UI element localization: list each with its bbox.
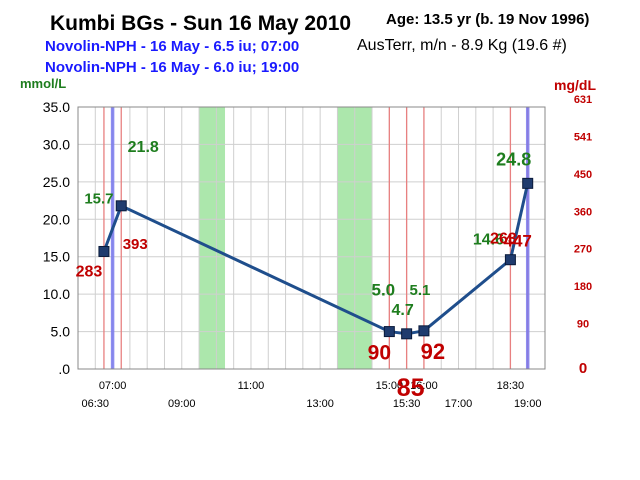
x-tick-label: 15:30 bbox=[393, 398, 421, 410]
x-tick-label: 06:30 bbox=[82, 398, 110, 410]
mmol-label: 21.8 bbox=[128, 139, 159, 156]
y-tick-label-right: 180 bbox=[574, 281, 592, 293]
mgdl-label: 85 bbox=[397, 374, 425, 402]
y-tick-label: .0 bbox=[58, 361, 70, 377]
data-point bbox=[115, 200, 127, 212]
data-labels: 15.7 21.8 5.0 4.7 5.1 14.6 24.8 283 393 90 85 92 263… bbox=[76, 139, 532, 402]
y-tick-label: 10.0 bbox=[43, 286, 70, 302]
y-tick-label-right: 0 bbox=[579, 360, 587, 377]
plot-frame bbox=[77, 106, 546, 370]
right-axis-unit: mg/dL bbox=[554, 77, 596, 93]
x-tick-label: 11:00 bbox=[238, 380, 265, 392]
axes bbox=[77, 106, 546, 370]
x-tick-label: 09:00 bbox=[168, 398, 196, 410]
mmol-label: 5.1 bbox=[409, 282, 430, 299]
y-tick-label: 15.0 bbox=[43, 249, 70, 265]
data-point bbox=[504, 254, 516, 266]
data-point bbox=[522, 177, 534, 189]
insulin-lines bbox=[110, 107, 530, 369]
y-tick-label: 35.0 bbox=[43, 99, 70, 115]
mmol-label: 15.7 bbox=[84, 190, 113, 207]
reading-time-lines bbox=[103, 107, 529, 369]
x-tick-label: 16:00 bbox=[410, 380, 438, 392]
y-tick-label-right: 631 bbox=[574, 94, 592, 106]
left-axis-unit: mmol/L bbox=[20, 76, 66, 91]
y-tick-label: 30.0 bbox=[43, 136, 70, 152]
mgdl-label: 447 bbox=[504, 231, 532, 250]
mgdl-label: 283 bbox=[76, 263, 103, 280]
y-tick-label-right: 270 bbox=[574, 244, 592, 256]
mmol-label: 5.0 bbox=[372, 281, 396, 300]
x-tick-label: 17:00 bbox=[445, 398, 473, 410]
data-point bbox=[418, 325, 430, 337]
x-tick-label: 07:00 bbox=[99, 380, 127, 392]
weight-info: AusTerr, m/n - 8.9 Kg (19.6 #) bbox=[357, 37, 567, 54]
y-tick-label-right: 450 bbox=[574, 169, 592, 181]
x-tick-label: 15:00 bbox=[376, 380, 404, 392]
y-tick-label: 20.0 bbox=[43, 211, 70, 227]
y-tick-label-right: 541 bbox=[574, 131, 592, 143]
mgdl-label: 90 bbox=[368, 342, 391, 365]
mgdl-label: 393 bbox=[123, 236, 148, 253]
series-line bbox=[102, 183, 530, 336]
mmol-label: 24.8 bbox=[496, 149, 531, 169]
y-tick-label: 25.0 bbox=[43, 174, 70, 190]
mmol-label: 14.6 bbox=[473, 232, 504, 249]
x-tick-label: 19:00 bbox=[514, 398, 542, 410]
mgdl-label: 92 bbox=[421, 339, 445, 364]
insulin-dose-1: Novolin-NPH - 16 May - 6.5 iu; 07:00 bbox=[45, 38, 299, 55]
x-tick-label: 13:00 bbox=[306, 398, 334, 410]
insulin-dose-2: Novolin-NPH - 16 May - 6.0 iu; 19:00 bbox=[45, 59, 299, 76]
y-tick-label-right: 360 bbox=[574, 206, 592, 218]
mmol-label: 4.7 bbox=[392, 302, 414, 319]
bg-series bbox=[98, 177, 534, 340]
data-point bbox=[383, 326, 395, 338]
data-point bbox=[401, 328, 413, 340]
meal-band bbox=[199, 107, 226, 369]
x-tick-label: 18:30 bbox=[497, 380, 525, 392]
y-tick-label: 5.0 bbox=[51, 324, 71, 340]
age-info: Age: 13.5 yr (b. 19 Nov 1996) bbox=[386, 11, 589, 28]
mgdl-label: 263 bbox=[490, 231, 517, 248]
data-point bbox=[98, 245, 110, 257]
chart-title: Kumbi BGs - Sun 16 May 2010 bbox=[50, 12, 351, 35]
y-tick-label-right: 90 bbox=[577, 319, 589, 331]
tick-labels: .0 5.0 10.0 15.0 20.0 25.0 30.0 35.0 0 90 180 270 36… bbox=[43, 94, 592, 410]
